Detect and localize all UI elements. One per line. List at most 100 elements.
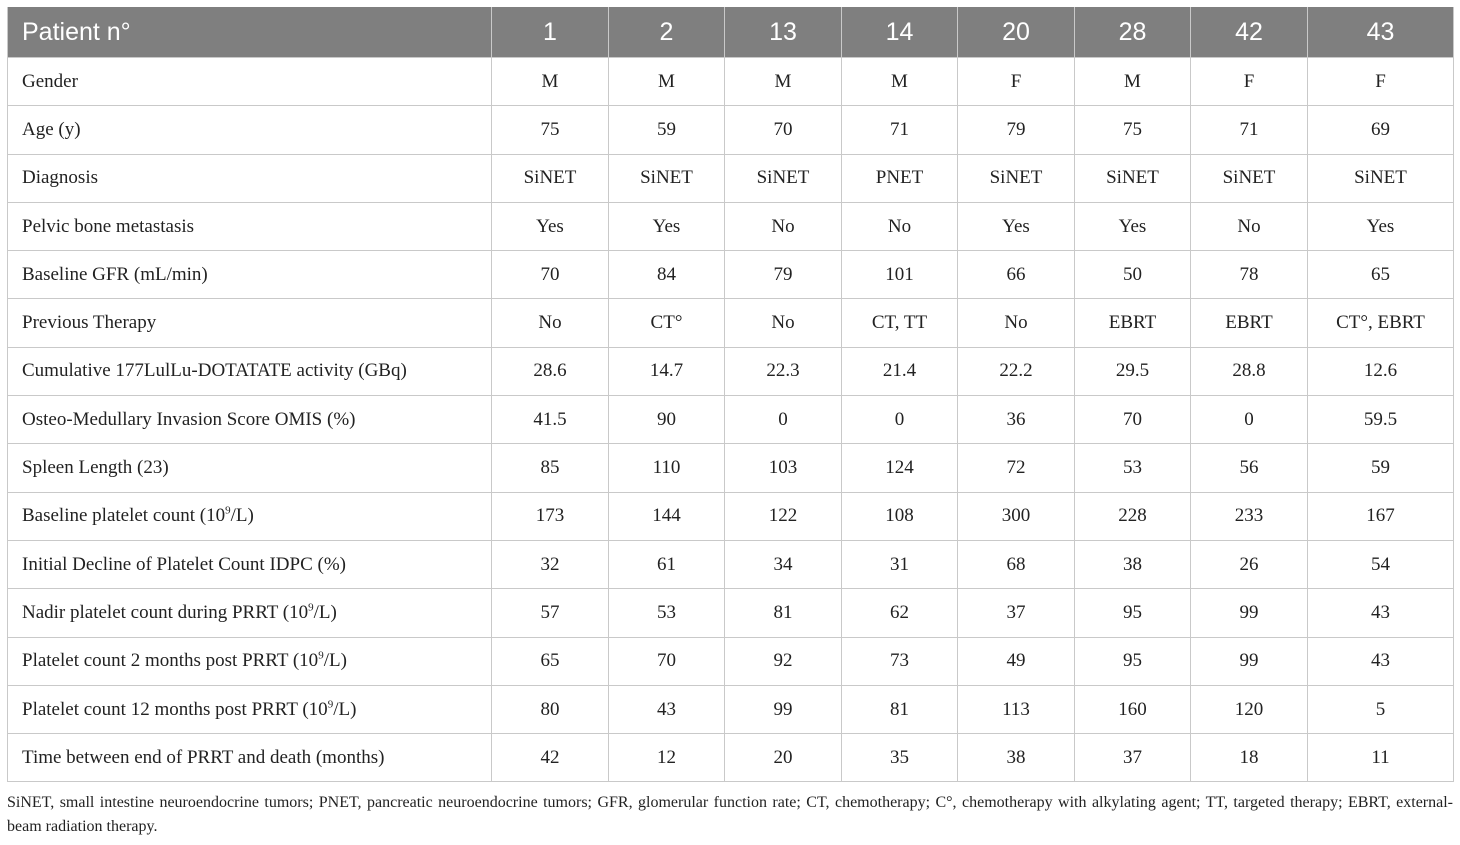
- header-patient-id: 13: [724, 7, 842, 58]
- table-cell: 99: [1190, 636, 1308, 686]
- table-body: Gender M M M M F M F F Age (y) 75 59 70 71 79 75 71 69 Dia…: [7, 56, 1454, 783]
- table-cell: 120: [1190, 684, 1308, 735]
- header-patient-id: 14: [841, 7, 958, 58]
- table-cell: 71: [841, 105, 958, 155]
- row-label-text: Nadir platelet count during PRRT (10: [22, 601, 309, 623]
- row-label: Baseline platelet count (109/L): [7, 491, 492, 541]
- table-cell: 173: [491, 491, 609, 541]
- table-row: Osteo-Medullary Invasion Score OMIS (%) 4…: [7, 395, 1454, 445]
- table-cell: 300: [957, 491, 1075, 541]
- table-cell: 21.4: [841, 346, 958, 397]
- table-cell: 90: [608, 395, 725, 445]
- table-row: Diagnosis SiNET SiNET SiNET PNET SiNET SiNET Si…: [7, 153, 1454, 203]
- table-cell: 65: [491, 636, 609, 686]
- table-cell: 43: [1307, 588, 1454, 638]
- row-label: Diagnosis: [7, 153, 492, 203]
- table-cell: PNET: [841, 153, 958, 203]
- table-header-row: Patient n° 1 2 13 14 20 28 42 43: [7, 7, 1454, 58]
- table-cell: 62: [841, 588, 958, 638]
- table-row: Time between end of PRRT and death (mont…: [7, 733, 1454, 783]
- table-cell: 37: [957, 588, 1075, 638]
- table-cell: 29.5: [1074, 346, 1191, 397]
- table-cell: No: [1190, 201, 1308, 252]
- table-cell: 70: [608, 636, 725, 686]
- table-row: Baseline GFR (mL/min) 70 84 79 101 66 50 78 65: [7, 250, 1454, 300]
- table-cell: 84: [608, 250, 725, 300]
- table-cell: 22.2: [957, 346, 1075, 397]
- row-label: Pelvic bone metastasis: [7, 201, 492, 252]
- table-row: Previous Therapy No CT° No CT, TT No EBRT EBRT C…: [7, 298, 1454, 348]
- table-cell: 61: [608, 539, 725, 590]
- row-label: Previous Therapy: [7, 298, 492, 348]
- row-label-superscript: 9: [327, 698, 334, 711]
- table-cell: 28.6: [491, 346, 609, 397]
- table-cell: 233: [1190, 491, 1308, 541]
- table-cell: 53: [1074, 443, 1191, 493]
- table-cell: 42: [491, 733, 609, 783]
- table-cell: SiNET: [957, 153, 1075, 203]
- table-cell: M: [841, 56, 958, 107]
- header-patient-id: 1: [491, 7, 609, 58]
- row-label: Spleen Length (23): [7, 443, 492, 493]
- table-cell: 73: [841, 636, 958, 686]
- table-cell: No: [491, 298, 609, 348]
- table-cell: 99: [1190, 588, 1308, 638]
- table-cell: 124: [841, 443, 958, 493]
- table-cell: 34: [724, 539, 842, 590]
- table-cell: No: [841, 201, 958, 252]
- table-cell: 22.3: [724, 346, 842, 397]
- table-cell: 20: [724, 733, 842, 783]
- table-row: Baseline platelet count (109/L) 173 144 122…: [7, 491, 1454, 541]
- row-label-superscript: 9: [318, 649, 324, 662]
- table-cell: SiNET: [491, 153, 609, 203]
- table-cell: SiNET: [608, 153, 725, 203]
- table-cell: 59.5: [1307, 395, 1454, 445]
- row-label-unit: /L): [313, 601, 337, 623]
- table-cell: SiNET: [724, 153, 842, 203]
- row-label: Age (y): [7, 105, 492, 155]
- table-row: Platelet count 2 months post PRRT (109/L…: [7, 636, 1454, 686]
- table-cell: No: [957, 298, 1075, 348]
- table-cell: 81: [841, 684, 958, 735]
- header-patient-id: 43: [1307, 7, 1454, 58]
- table-cell: 28.8: [1190, 346, 1308, 397]
- table-cell: 5: [1307, 684, 1454, 735]
- table-cell: Yes: [608, 201, 725, 252]
- table-cell: EBRT: [1074, 298, 1191, 348]
- table-cell: M: [724, 56, 842, 107]
- table-cell: 38: [1074, 539, 1191, 590]
- table-cell: 113: [957, 684, 1075, 735]
- table-cell: 49: [957, 636, 1075, 686]
- header-patient-id: 2: [608, 7, 725, 58]
- table-cell: 36: [957, 395, 1075, 445]
- table-cell: 57: [491, 588, 609, 638]
- table-row: Spleen Length (23) 85 110 103 124 72 53 56 59: [7, 443, 1454, 493]
- table-cell: 54: [1307, 539, 1454, 590]
- table-cell: 53: [608, 588, 725, 638]
- table-cell: 31: [841, 539, 958, 590]
- header-patient-id: 28: [1074, 7, 1191, 58]
- table-cell: 50: [1074, 250, 1191, 300]
- table-cell: 14.7: [608, 346, 725, 397]
- table-cell: 56: [1190, 443, 1308, 493]
- table-cell: M: [1074, 56, 1191, 107]
- table-cell: 69: [1307, 105, 1454, 155]
- table-cell: 0: [1190, 395, 1308, 445]
- table-cell: 43: [1307, 636, 1454, 686]
- row-label: Initial Decline of Platelet Count IDPC (…: [7, 539, 492, 590]
- table-cell: 65: [1307, 250, 1454, 300]
- table-cell: 228: [1074, 491, 1191, 541]
- row-label-unit: /L): [333, 698, 357, 720]
- table-row: Cumulative 177LulLu-DOTATATE activity (G…: [7, 346, 1454, 397]
- table-cell: 99: [724, 684, 842, 735]
- table-cell: 110: [608, 443, 725, 493]
- table-cell: Yes: [491, 201, 609, 252]
- row-label-unit: /L): [323, 650, 347, 672]
- table-cell: 32: [491, 539, 609, 590]
- patient-characteristics-table: Patient n° 1 2 13 14 20 28 42 43 Gender M…: [7, 7, 1454, 783]
- table-cell: Yes: [957, 201, 1075, 252]
- table-cell: F: [957, 56, 1075, 107]
- row-label: Platelet count 12 months post PRRT (109/…: [7, 684, 492, 735]
- row-label: Gender: [7, 56, 492, 107]
- table-cell: No: [724, 298, 842, 348]
